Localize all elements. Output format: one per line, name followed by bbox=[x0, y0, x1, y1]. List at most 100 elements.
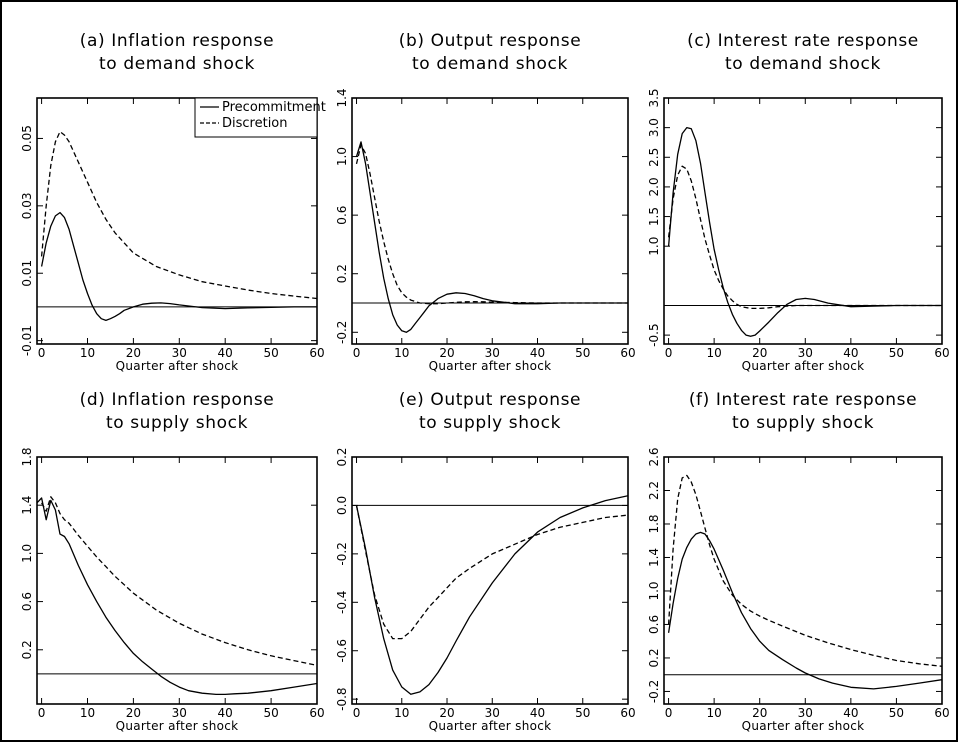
chart-title-line2: to demand shock bbox=[725, 54, 881, 74]
series-line-discretion bbox=[41, 496, 317, 667]
x-tick-label: 60 bbox=[309, 346, 324, 360]
chart-title-line1: (c) Interest rate response bbox=[687, 31, 919, 51]
series-line-discretion bbox=[355, 505, 628, 640]
x-tick-label: 50 bbox=[575, 706, 590, 720]
y-tick-label: 1.0 bbox=[647, 581, 661, 600]
x-tick-label: 40 bbox=[843, 706, 858, 720]
x-tick-label: 30 bbox=[485, 706, 500, 720]
y-tick-label: 0.03 bbox=[20, 192, 34, 219]
x-tick-label: 50 bbox=[263, 346, 278, 360]
plot-frame bbox=[351, 456, 629, 705]
y-tick-label: 1.0 bbox=[647, 237, 661, 256]
x-tick-label: 20 bbox=[439, 346, 454, 360]
y-tick-label: 2.5 bbox=[647, 148, 661, 167]
x-tick-label: 30 bbox=[485, 346, 500, 360]
x-tick-label: 60 bbox=[934, 346, 949, 360]
x-tick-label: 60 bbox=[934, 706, 949, 720]
x-tick-label: 50 bbox=[889, 346, 904, 360]
x-tick-label: 0 bbox=[353, 706, 361, 720]
x-tick-label: 40 bbox=[218, 706, 233, 720]
series-line-precommitment bbox=[40, 211, 317, 322]
y-tick-label: 1.4 bbox=[647, 548, 661, 567]
chart-title-line2: to supply shock bbox=[419, 413, 561, 433]
y-tick-label: 0.2 bbox=[20, 640, 34, 659]
y-tick-label: -0.2 bbox=[335, 321, 349, 344]
x-tick-label: 0 bbox=[353, 346, 361, 360]
y-tick-label: 1.8 bbox=[647, 514, 661, 533]
y-tick-label: 0.6 bbox=[647, 615, 661, 634]
chart-panel-a: (a) Inflation response to demand shock 0 10… bbox=[20, 31, 326, 373]
x-tick-label: 0 bbox=[38, 706, 46, 720]
x-axis-label: Quarter after shock bbox=[429, 359, 552, 373]
y-tick-label: 1.4 bbox=[335, 88, 349, 107]
x-tick-label: 40 bbox=[843, 346, 858, 360]
y-tick-label: 1.5 bbox=[647, 207, 661, 226]
x-axis-label: Quarter after shock bbox=[742, 359, 865, 373]
y-tick-label: 2.0 bbox=[647, 177, 661, 196]
y-tick-label: 0.2 bbox=[335, 447, 349, 466]
series-line-precommitment bbox=[667, 531, 942, 690]
x-tick-label: 10 bbox=[80, 346, 95, 360]
y-tick-label: -0.5 bbox=[647, 323, 661, 346]
y-tick-label: -0.01 bbox=[20, 325, 34, 356]
legend-label: Discretion bbox=[222, 116, 288, 131]
x-tick-label: 40 bbox=[218, 346, 233, 360]
x-tick-label: 0 bbox=[665, 706, 673, 720]
x-tick-label: 10 bbox=[706, 346, 721, 360]
chart-panel-e: (e) Output response to supply shock 0 10 20 3… bbox=[335, 390, 636, 733]
chart-title-line2: to demand shock bbox=[412, 54, 568, 74]
y-tick-label: 0.6 bbox=[20, 592, 34, 611]
plot-frame bbox=[663, 97, 943, 345]
x-tick-label: 20 bbox=[439, 706, 454, 720]
y-tick-label: -0.6 bbox=[335, 639, 349, 662]
chart-title-line1: (a) Inflation response bbox=[80, 31, 274, 51]
y-tick-label: 2.6 bbox=[647, 447, 661, 466]
x-tick-label: 20 bbox=[752, 706, 767, 720]
plot-frame bbox=[351, 97, 629, 345]
chart-panel-b: (b) Output response to demand shock 0 10 20 3… bbox=[335, 31, 636, 373]
series-line-discretion bbox=[667, 165, 942, 310]
chart-panel-c: (c) Interest rate response to demand shoc… bbox=[647, 31, 950, 373]
chart-title-line1: (f) Interest rate response bbox=[689, 390, 917, 410]
series-line-discretion bbox=[667, 474, 942, 667]
x-tick-label: 30 bbox=[798, 706, 813, 720]
x-tick-label: 50 bbox=[575, 346, 590, 360]
series-line-discretion bbox=[40, 131, 317, 300]
x-tick-label: 20 bbox=[126, 346, 141, 360]
y-tick-label: 3.0 bbox=[647, 118, 661, 137]
x-tick-label: 30 bbox=[798, 346, 813, 360]
series-line-precommitment bbox=[355, 141, 628, 333]
x-tick-label: 0 bbox=[665, 346, 673, 360]
y-tick-label: 0.2 bbox=[335, 264, 349, 283]
x-tick-label: 20 bbox=[126, 706, 141, 720]
y-tick-label: 1.0 bbox=[20, 544, 34, 563]
series-line-discretion bbox=[355, 144, 628, 305]
chart-panel-d: (d) Inflation response to supply shock 0 10… bbox=[20, 390, 325, 733]
y-tick-label: 1.0 bbox=[335, 147, 349, 166]
series-line-precommitment bbox=[37, 497, 317, 696]
x-tick-label: 10 bbox=[706, 706, 721, 720]
y-tick-label: 0.05 bbox=[20, 125, 34, 152]
y-tick-label: 1.4 bbox=[20, 496, 34, 515]
y-tick-label: 0.2 bbox=[647, 648, 661, 667]
chart-title-line2: to supply shock bbox=[106, 413, 248, 433]
chart-title-line1: (d) Inflation response bbox=[80, 390, 275, 410]
y-tick-label: -0.4 bbox=[335, 591, 349, 614]
x-axis-label: Quarter after shock bbox=[116, 359, 239, 373]
x-tick-label: 30 bbox=[172, 706, 187, 720]
y-tick-label: 0.0 bbox=[335, 496, 349, 515]
chart-title-line2: to demand shock bbox=[99, 54, 255, 74]
y-tick-label: -0.2 bbox=[335, 542, 349, 565]
y-tick-label: 3.5 bbox=[647, 88, 661, 107]
x-tick-label: 60 bbox=[309, 706, 324, 720]
x-tick-label: 10 bbox=[80, 706, 95, 720]
x-axis-label: Quarter after shock bbox=[742, 719, 865, 733]
y-tick-label: -0.2 bbox=[647, 680, 661, 703]
x-axis-label: Quarter after shock bbox=[429, 719, 552, 733]
x-tick-label: 60 bbox=[620, 706, 635, 720]
x-tick-label: 20 bbox=[752, 346, 767, 360]
x-tick-label: 10 bbox=[394, 706, 409, 720]
